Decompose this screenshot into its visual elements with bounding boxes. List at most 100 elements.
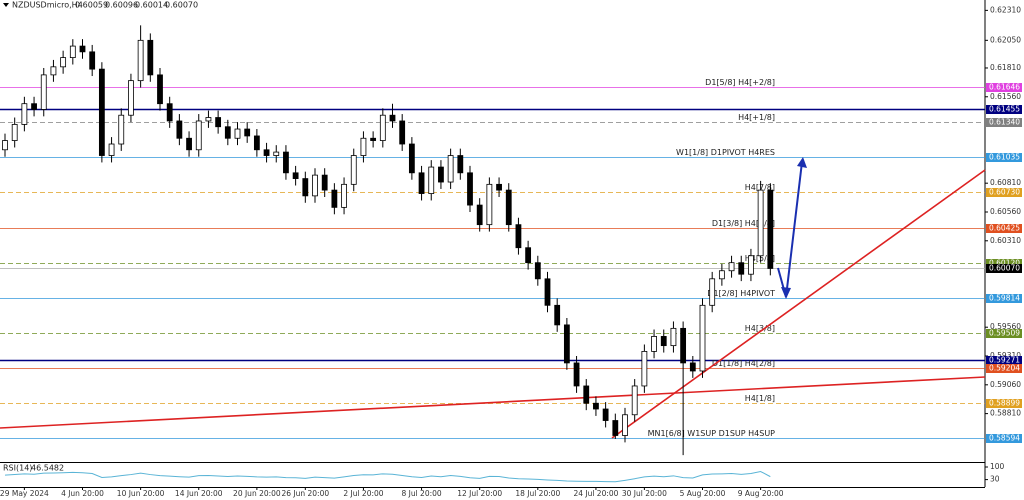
candle-body <box>505 189 512 226</box>
y-tick-label: 0.59060 <box>990 380 1021 389</box>
trendline <box>611 169 986 439</box>
candle-body <box>379 114 386 141</box>
candle-body <box>128 80 134 116</box>
candle-body <box>593 402 599 410</box>
price-box-label: 0.61035 <box>989 153 1020 162</box>
levels: D1[5/8] H4[+2/8] H4[+1/8] W1[1/8] D1PIVOT … <box>0 78 985 439</box>
level-text: H4[1/8] <box>745 394 775 403</box>
candle-body <box>486 183 493 226</box>
candle-body <box>312 174 318 197</box>
candle-body <box>273 151 280 156</box>
candle-body <box>215 117 222 128</box>
level-text: H4[3/8] <box>745 324 775 333</box>
candle-body <box>447 155 454 183</box>
y-tick-label: 0.60310 <box>990 236 1021 245</box>
candle-body <box>496 183 502 191</box>
price-box <box>986 153 1022 162</box>
price-box <box>986 118 1022 127</box>
rsi-tick-label: 100 <box>990 462 1005 471</box>
x-tick-label: 10 Jun 20:00 <box>117 489 165 498</box>
candle-body <box>186 137 192 151</box>
level-text: H4[5/8] <box>745 254 775 263</box>
candle-body <box>660 336 667 347</box>
menu-triangle[interactable] <box>3 3 9 7</box>
candle-body <box>728 262 735 272</box>
candle-body <box>176 120 183 139</box>
candle-body <box>699 304 706 372</box>
x-tick-label: 9 Aug 20:00 <box>738 489 784 498</box>
x-tick-label: 18 Jul 20:00 <box>515 489 560 498</box>
price-box-label: 0.58594 <box>989 434 1020 443</box>
candle-body <box>11 124 18 141</box>
symbol: NZDUSDmicro,H4 <box>12 1 83 10</box>
arrow-head <box>797 157 807 168</box>
rsi-line <box>4 470 771 483</box>
candle-body <box>263 149 270 156</box>
arrow-head <box>781 287 791 299</box>
level-text: D1[1/8] H4[2/8] <box>712 359 775 368</box>
price-box <box>986 105 1022 114</box>
candle-body <box>457 155 464 174</box>
candle-body <box>50 66 57 76</box>
candle-body <box>525 247 532 264</box>
y-tick-label: 0.61810 <box>990 63 1021 72</box>
header-close: 0.60070 <box>165 1 198 10</box>
candle-body <box>651 336 657 352</box>
candle-body <box>554 304 561 326</box>
y-tick-label: 0.59310 <box>990 351 1021 360</box>
price-box-label: 0.60425 <box>989 224 1020 233</box>
candle-body <box>757 189 764 257</box>
rsi-value: 46.5482 <box>31 464 64 473</box>
x-tick-label: 14 Jun 20:00 <box>175 489 223 498</box>
candle-body <box>89 51 96 70</box>
candle-body <box>680 327 687 364</box>
x-tick-label: 29 May 2024 <box>0 489 49 498</box>
price-box <box>986 224 1022 233</box>
candle-body <box>341 183 347 208</box>
candle-body <box>408 143 415 174</box>
candle-body <box>108 143 115 156</box>
candle-body <box>612 420 619 436</box>
candle-body <box>40 74 47 110</box>
y-tick-label: 0.61560 <box>990 92 1021 101</box>
candle-body <box>60 57 67 68</box>
price-box <box>986 259 1022 268</box>
candle-body <box>195 120 202 151</box>
candle-body <box>573 362 580 387</box>
candle-body <box>428 166 435 194</box>
y-tick-label: 0.60560 <box>990 207 1021 216</box>
candle-body <box>563 324 570 364</box>
candle-body <box>738 262 745 275</box>
candle-body <box>767 189 774 269</box>
x-tick-label: 30 Jul 20:00 <box>622 489 667 498</box>
price-box-label: 0.61646 <box>989 83 1020 92</box>
x-tick-label: 8 Jul 20:00 <box>401 489 441 498</box>
candle-body <box>748 255 754 275</box>
price-box-label: 0.60730 <box>989 188 1020 197</box>
trendline <box>0 376 986 429</box>
candle-body <box>418 172 425 194</box>
candle-body <box>718 270 725 280</box>
candle-body <box>583 385 590 404</box>
x-tick-label: 12 Jul 20:00 <box>457 489 502 498</box>
candles <box>2 25 774 456</box>
level-text: D1[2/8] H4PIVOT <box>707 289 775 298</box>
candle-body <box>476 204 483 226</box>
x-tick-label: 5 Aug 20:00 <box>680 489 726 498</box>
candle-body <box>224 126 231 139</box>
level-text: D1[3/8] H4[6/8] <box>712 219 775 228</box>
level-text: H4[7/8] <box>745 183 775 192</box>
price-box-label: 0.60120 <box>989 259 1020 268</box>
candle-body <box>670 327 677 347</box>
price-box <box>986 83 1022 92</box>
y-tick-label: 0.62050 <box>990 35 1021 44</box>
rsi-tick-label: 30 <box>990 475 1000 484</box>
candle-body <box>2 140 8 151</box>
price-box <box>986 356 1022 365</box>
price-box-label: 0.61455 <box>989 105 1020 114</box>
price-box-label: 0.60070 <box>989 264 1020 273</box>
price-box-label: 0.61340 <box>989 118 1020 127</box>
x-tick-label: 24 Jul 20:00 <box>573 489 618 498</box>
